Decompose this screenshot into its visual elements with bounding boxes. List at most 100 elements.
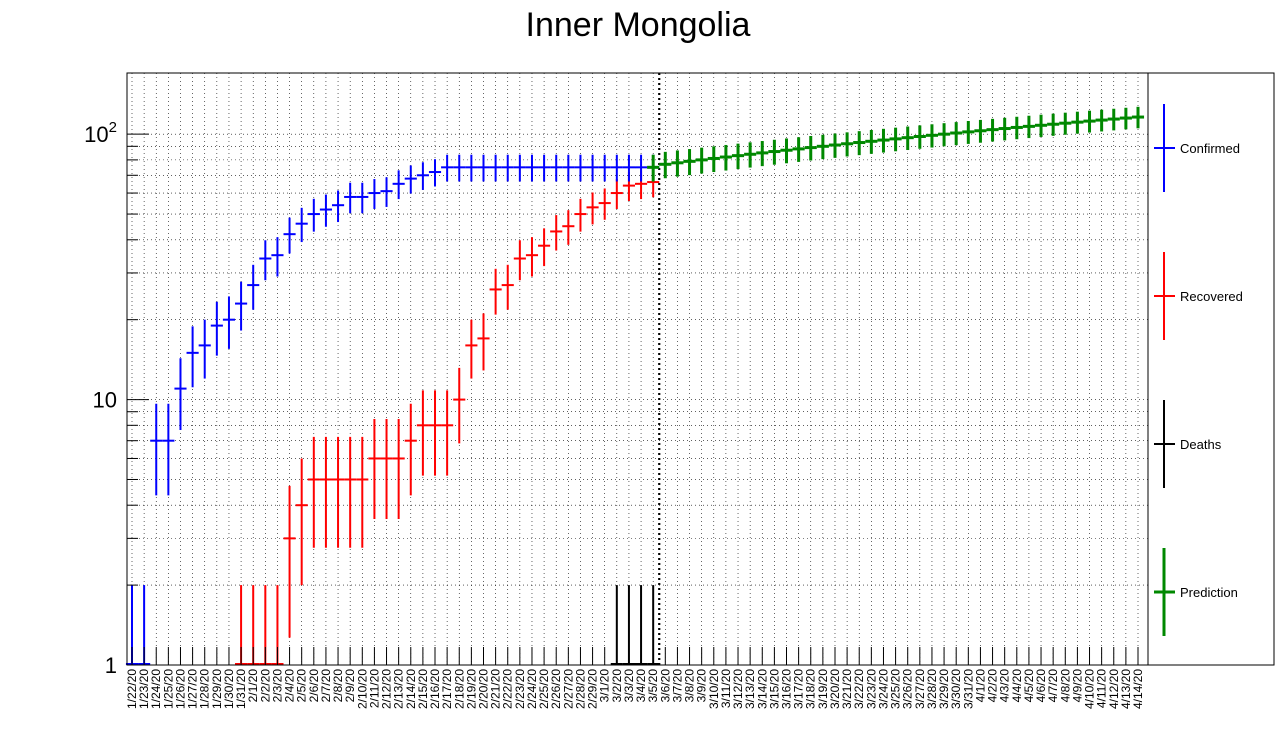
x-tick-label: 3/6/20 <box>658 669 672 703</box>
x-tick-label: 2/21/20 <box>489 669 503 709</box>
legend-label: Deaths <box>1180 437 1222 452</box>
data-point <box>162 403 175 496</box>
data-point <box>562 210 575 245</box>
x-tick-label: 2/6/20 <box>307 669 321 703</box>
x-tick-label: 1/24/20 <box>149 669 163 709</box>
data-point <box>731 143 745 170</box>
data-point <box>695 147 708 174</box>
data-point <box>598 188 611 220</box>
x-tick-label: 4/12/20 <box>1107 669 1121 709</box>
data-point <box>1095 109 1108 132</box>
x-tick-label: 3/29/20 <box>937 669 951 709</box>
x-tick-label: 2/24/20 <box>525 669 539 709</box>
data-point <box>1071 111 1084 134</box>
x-tick-label: 2/27/20 <box>561 669 575 709</box>
data-point <box>186 326 199 388</box>
data-point <box>441 390 454 476</box>
data-point <box>319 436 332 548</box>
data-point <box>986 118 999 142</box>
x-tick-label: 2/16/20 <box>428 669 442 709</box>
series-recovered <box>235 168 660 665</box>
x-tick-label: 4/5/20 <box>1022 669 1036 703</box>
data-point <box>574 198 587 232</box>
x-tick-label: 3/12/20 <box>731 669 745 709</box>
x-tick-label: 3/23/20 <box>864 669 878 709</box>
data-point <box>950 122 963 146</box>
data-point <box>525 154 539 182</box>
data-point <box>889 127 902 152</box>
x-tick-label: 3/24/20 <box>876 669 890 709</box>
x-tick-label: 3/9/20 <box>695 669 709 703</box>
x-tick-label: 3/26/20 <box>901 669 915 709</box>
y-tick-label: 102 <box>84 119 117 147</box>
data-point <box>331 436 345 548</box>
x-tick-label: 2/15/20 <box>416 669 430 709</box>
x-tick-label: 3/27/20 <box>913 669 927 709</box>
data-point <box>550 215 563 251</box>
y-tick-label: 1 <box>105 653 117 678</box>
x-tick-label: 3/10/20 <box>707 669 721 709</box>
data-point <box>319 194 332 227</box>
x-tick-label: 3/15/20 <box>767 669 781 709</box>
x-tick-label: 1/28/20 <box>198 669 212 709</box>
data-point <box>901 126 914 151</box>
data-point <box>477 313 490 371</box>
y-axis: 1 10 102 <box>84 119 149 678</box>
data-point <box>659 151 672 179</box>
x-tick-label: 3/16/20 <box>780 669 794 709</box>
x-tick-label: 4/14/20 <box>1131 669 1145 709</box>
legend-label: Prediction <box>1180 585 1238 600</box>
x-tick-label: 1/30/20 <box>222 669 236 709</box>
data-point <box>1010 116 1023 140</box>
data-point <box>465 319 478 379</box>
x-tick-label: 4/7/20 <box>1046 669 1060 703</box>
data-point <box>404 403 417 496</box>
data-point <box>877 128 890 153</box>
data-point <box>622 154 635 182</box>
x-tick-label: 2/25/20 <box>537 669 551 709</box>
data-point <box>235 281 248 331</box>
data-point <box>344 182 357 214</box>
data-point <box>792 137 805 162</box>
data-point <box>174 358 187 430</box>
data-point <box>744 142 757 168</box>
data-point <box>853 131 866 156</box>
y-tick-label: 10 <box>93 388 117 413</box>
data-point <box>525 237 539 277</box>
plot-frame <box>126 72 1149 666</box>
data-point <box>804 135 817 161</box>
data-point <box>513 154 526 182</box>
x-tick-label: 3/25/20 <box>889 669 903 709</box>
data-point <box>586 154 599 182</box>
data-point <box>1119 107 1132 130</box>
x-tick-label: 4/9/20 <box>1070 669 1084 703</box>
legend-entry-deaths: Deaths <box>1154 400 1222 488</box>
data-point <box>938 123 951 147</box>
data-point <box>1131 106 1145 129</box>
data-point <box>368 419 381 519</box>
data-point <box>598 154 611 182</box>
data-point <box>453 154 466 182</box>
x-tick-label: 2/29/20 <box>586 669 600 709</box>
x-tick-label: 3/28/20 <box>925 669 939 709</box>
x-tick-label: 2/10/20 <box>355 669 369 709</box>
data-point <box>489 154 502 182</box>
x-tick-label: 3/5/20 <box>646 669 660 703</box>
x-tick-label: 3/17/20 <box>792 669 806 709</box>
data-point <box>307 436 320 548</box>
x-tick-label: 1/22/20 <box>125 669 139 709</box>
x-tick-label: 2/2/20 <box>258 669 272 703</box>
data-point <box>283 217 296 254</box>
x-tick-label: 2/8/20 <box>331 669 345 703</box>
data-point <box>198 319 211 379</box>
data-point <box>635 154 648 182</box>
data-point <box>210 301 223 356</box>
x-tick-label: 1/31/20 <box>234 669 248 709</box>
x-tick-label: 2/5/20 <box>295 669 309 703</box>
data-point <box>683 149 696 176</box>
data-point <box>295 207 308 243</box>
x-tick-label: 3/1/20 <box>598 669 612 703</box>
data-point <box>841 132 854 157</box>
data-point <box>1047 113 1060 136</box>
